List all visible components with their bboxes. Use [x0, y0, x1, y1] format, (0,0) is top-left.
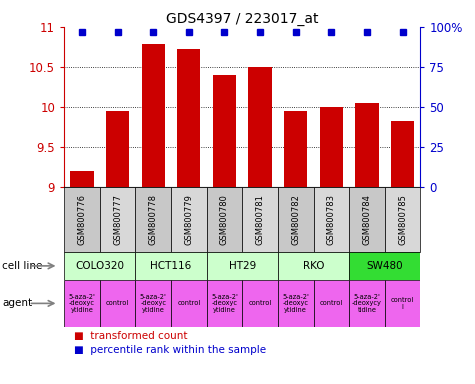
Text: GSM800783: GSM800783: [327, 194, 336, 245]
Bar: [135, 252, 207, 280]
Text: 5-aza-2'
-deoxyc
ytidine: 5-aza-2' -deoxyc ytidine: [211, 294, 238, 313]
Title: GDS4397 / 223017_at: GDS4397 / 223017_at: [166, 12, 319, 26]
Bar: [349, 280, 385, 327]
Text: HT29: HT29: [228, 261, 256, 271]
Bar: [135, 280, 171, 327]
Bar: [385, 280, 420, 327]
Bar: [106, 111, 129, 187]
Bar: [64, 280, 100, 327]
Bar: [349, 252, 420, 280]
Bar: [242, 280, 278, 327]
Text: control: control: [177, 300, 200, 306]
Bar: [70, 171, 94, 187]
Bar: [314, 187, 349, 252]
Text: GSM800779: GSM800779: [184, 194, 193, 245]
Bar: [284, 111, 307, 187]
Bar: [100, 280, 135, 327]
Bar: [349, 187, 385, 252]
Text: ■  transformed count: ■ transformed count: [74, 331, 187, 341]
Bar: [248, 67, 272, 187]
Text: GSM800782: GSM800782: [291, 194, 300, 245]
Bar: [135, 187, 171, 252]
Text: GSM800777: GSM800777: [113, 194, 122, 245]
Text: 5-aza-2'
-deoxyc
ytidine: 5-aza-2' -deoxyc ytidine: [68, 294, 95, 313]
Bar: [100, 187, 135, 252]
Bar: [314, 280, 349, 327]
Bar: [171, 280, 207, 327]
Text: GSM800776: GSM800776: [77, 194, 86, 245]
Bar: [171, 187, 207, 252]
Bar: [64, 252, 135, 280]
Bar: [207, 187, 242, 252]
Bar: [213, 75, 236, 187]
Bar: [142, 45, 165, 187]
Text: control: control: [320, 300, 343, 306]
Text: 5-aza-2'
-deoxycy
tidine: 5-aza-2' -deoxycy tidine: [352, 294, 382, 313]
Text: COLO320: COLO320: [75, 261, 124, 271]
Text: SW480: SW480: [366, 261, 403, 271]
Text: HCT116: HCT116: [151, 261, 191, 271]
Text: GSM800778: GSM800778: [149, 194, 158, 245]
Bar: [242, 187, 278, 252]
Bar: [278, 252, 349, 280]
Text: GSM800784: GSM800784: [362, 194, 371, 245]
Text: 5-aza-2'
-deoxyc
ytidine: 5-aza-2' -deoxyc ytidine: [140, 294, 167, 313]
Bar: [385, 187, 420, 252]
Bar: [391, 121, 414, 187]
Text: GSM800781: GSM800781: [256, 194, 265, 245]
Text: cell line: cell line: [2, 261, 43, 271]
Text: control: control: [248, 300, 272, 306]
Text: control: control: [106, 300, 129, 306]
Bar: [320, 107, 343, 187]
Bar: [278, 187, 314, 252]
Bar: [355, 103, 379, 187]
Bar: [207, 252, 278, 280]
Text: GSM800785: GSM800785: [398, 194, 407, 245]
Bar: [207, 280, 242, 327]
Bar: [177, 49, 200, 187]
Bar: [278, 280, 314, 327]
Text: 5-aza-2'
-deoxyc
ytidine: 5-aza-2' -deoxyc ytidine: [282, 294, 309, 313]
Text: control
l: control l: [391, 297, 414, 310]
Text: agent: agent: [2, 298, 32, 308]
Text: ■  percentile rank within the sample: ■ percentile rank within the sample: [74, 345, 266, 355]
Text: GSM800780: GSM800780: [220, 194, 229, 245]
Bar: [64, 187, 100, 252]
Text: RKO: RKO: [303, 261, 324, 271]
